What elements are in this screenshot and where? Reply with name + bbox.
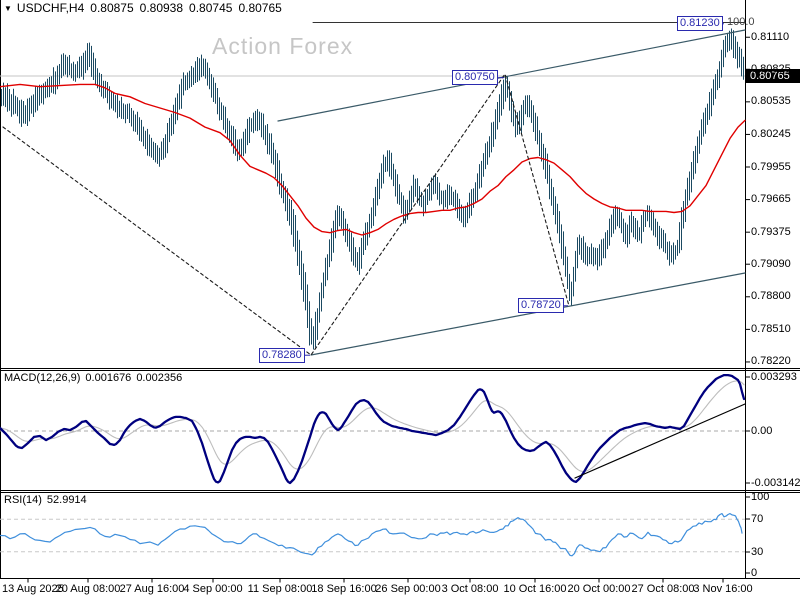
macd-indicator-name: MACD(12,26,9) — [4, 372, 81, 384]
rsi-axis-label: 0 — [751, 566, 758, 579]
time-axis-label: 20 Oct 00:00 — [567, 583, 631, 595]
time-axis-label: 11 Sep 08:00 — [247, 583, 313, 595]
macd-panel-label: MACD(12,26,9) 0.001676 0.002356 — [4, 372, 187, 384]
ohlc-high: 0.80938 — [139, 1, 184, 15]
price-bars — [1, 28, 744, 350]
fib-level-label: 100.0 — [727, 16, 755, 28]
lower-trendline — [310, 272, 746, 356]
price-axis-label: 0.79375 — [751, 225, 791, 238]
rsi-value: 52.9914 — [46, 494, 87, 506]
time-axis-label: 10 Oct 16:00 — [503, 583, 567, 595]
ma-line — [0, 83, 746, 236]
ohlc-close: 0.80765 — [238, 1, 282, 15]
price-axis-label: 0.81110 — [751, 30, 790, 43]
time-axis-label: 3 Oct 08:00 — [441, 583, 499, 595]
zigzag-dashed-line — [2, 73, 570, 356]
symbol-label: USDCHF,H4 — [16, 1, 85, 15]
time-axis-label: 18 Sep 16:00 — [311, 583, 377, 595]
time-axis-label: 27 Aug 16:00 — [119, 583, 185, 595]
macd-axis-label: 0.003293 — [751, 370, 797, 383]
macd-trendline — [574, 403, 746, 479]
price-axis-label: 0.79090 — [751, 257, 791, 270]
symbol-dropdown-icon[interactable]: ▼ — [4, 4, 12, 13]
rsi-indicator-name: RSI(14) — [4, 494, 42, 506]
price-axis-label: 0.80825 — [751, 62, 791, 75]
time-axis-label: 13 Aug 2025 — [2, 583, 64, 595]
upper-trendline — [277, 29, 746, 122]
chart-title: ▼ USDCHF,H4 0.80875 0.80938 0.80745 0.80765 — [4, 1, 288, 15]
time-axis-label: 20 Aug 08:00 — [55, 583, 121, 595]
time-axis-label: 27 Oct 08:00 — [631, 583, 695, 595]
price-annotation[interactable]: 0.81230 — [677, 16, 723, 32]
current-price-tag: 0.80765 — [746, 69, 800, 83]
ohlc-open: 0.80875 — [90, 1, 134, 15]
time-axis-label: 3 Nov 16:00 — [693, 583, 753, 595]
ohlc-low: 0.80745 — [189, 1, 233, 15]
price-annotation[interactable]: 0.80750 — [452, 70, 498, 86]
rsi-axis-label: 30 — [751, 545, 764, 558]
rsi-panel-label: RSI(14) 52.9914 — [4, 494, 92, 506]
time-axis-label: 4 Sep 00:00 — [183, 583, 243, 595]
rsi-axis-label: 100 — [751, 490, 770, 503]
price-axis-label: 0.78220 — [751, 355, 791, 368]
macd-axis-label: 0.00 — [751, 424, 773, 437]
rsi-line — [0, 512, 743, 557]
macd-signal-value: 0.002356 — [136, 372, 183, 384]
macd-axis-label: -0.003142 — [751, 476, 800, 489]
price-axis-label: 0.79955 — [751, 160, 791, 173]
macd-main-value: 0.001676 — [85, 372, 132, 384]
price-axis-label: 0.80245 — [751, 127, 791, 140]
rsi-axis-label: 70 — [751, 512, 764, 525]
price-axis-label: 0.79665 — [751, 193, 791, 206]
price-axis-label: 0.78800 — [751, 290, 791, 303]
time-axis-label: 26 Sep 00:00 — [375, 583, 441, 595]
macd-main-line — [0, 373, 746, 485]
price-axis-label: 0.78510 — [751, 322, 791, 335]
watermark: Action Forex — [212, 33, 354, 59]
price-annotation[interactable]: 0.78280 — [259, 347, 305, 363]
price-annotation[interactable]: 0.78720 — [518, 298, 564, 314]
price-axis-label: 0.80535 — [751, 95, 791, 108]
